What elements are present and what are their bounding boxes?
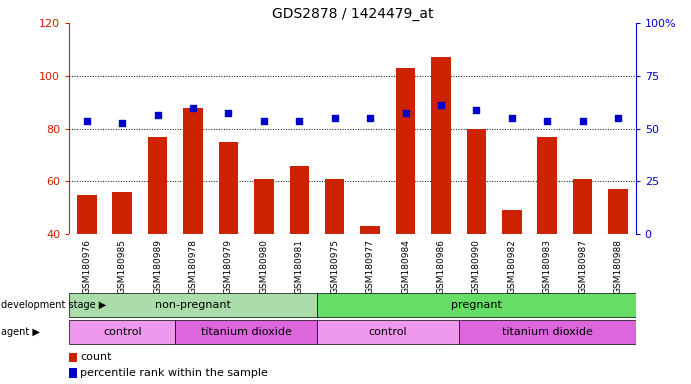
Bar (77, 195, 97, 234)
Bar (361, 226, 380, 234)
Text: agent ▶: agent ▶ (1, 327, 39, 337)
Text: GSM180989: GSM180989 (153, 239, 162, 294)
Bar (317, 293, 636, 317)
Point (82, 118, 93, 124)
Bar (176, 320, 317, 344)
Text: pregnant: pregnant (451, 300, 502, 310)
Text: GSM180977: GSM180977 (366, 239, 375, 294)
Text: control: control (368, 327, 407, 337)
Text: GSM180978: GSM180978 (189, 239, 198, 294)
Bar (183, 108, 202, 234)
Point (507, 115, 518, 121)
Point (329, 115, 340, 121)
Point (365, 115, 376, 121)
Bar (431, 57, 451, 234)
Text: count: count (80, 353, 111, 362)
Point (223, 110, 234, 116)
Point (117, 120, 128, 126)
Bar (573, 179, 592, 234)
Text: GSM180988: GSM180988 (614, 239, 623, 294)
Text: GSM180982: GSM180982 (507, 239, 516, 294)
Bar (317, 320, 459, 344)
Point (577, 118, 588, 124)
Title: GDS2878 / 1424479_at: GDS2878 / 1424479_at (272, 7, 433, 21)
Text: control: control (103, 327, 142, 337)
Text: titanium dioxide: titanium dioxide (200, 327, 292, 337)
Bar (69, 320, 176, 344)
Bar (69, 368, 77, 378)
Text: GSM180975: GSM180975 (330, 239, 339, 294)
Text: GSM180979: GSM180979 (224, 239, 233, 294)
Point (400, 110, 411, 116)
Text: percentile rank within the sample: percentile rank within the sample (80, 368, 268, 378)
Text: GSM180987: GSM180987 (578, 239, 587, 294)
Text: GSM180983: GSM180983 (542, 239, 551, 294)
Text: GSM180990: GSM180990 (472, 239, 481, 294)
Bar (69, 353, 77, 362)
Bar (219, 142, 238, 234)
Bar (459, 320, 636, 344)
Text: GSM180984: GSM180984 (401, 239, 410, 294)
Point (542, 118, 553, 124)
Bar (325, 179, 344, 234)
Bar (290, 166, 309, 234)
Point (471, 107, 482, 113)
Point (258, 118, 269, 124)
Bar (538, 137, 557, 234)
Point (152, 113, 163, 119)
Bar (466, 129, 486, 234)
Bar (113, 192, 132, 234)
Text: GSM180985: GSM180985 (117, 239, 126, 294)
Bar (608, 189, 627, 234)
Text: GSM180986: GSM180986 (437, 239, 446, 294)
Bar (148, 137, 167, 234)
Text: GSM180981: GSM180981 (295, 239, 304, 294)
Bar (254, 179, 274, 234)
Bar (502, 210, 522, 234)
Text: titanium dioxide: titanium dioxide (502, 327, 593, 337)
Bar (396, 68, 415, 234)
Text: non-pregnant: non-pregnant (155, 300, 231, 310)
Point (435, 102, 446, 108)
Point (612, 115, 623, 121)
Bar (69, 293, 317, 317)
Text: GSM180976: GSM180976 (82, 239, 91, 294)
Point (294, 118, 305, 124)
Text: development stage ▶: development stage ▶ (1, 300, 106, 310)
Text: GSM180980: GSM180980 (259, 239, 268, 294)
Point (187, 104, 198, 111)
